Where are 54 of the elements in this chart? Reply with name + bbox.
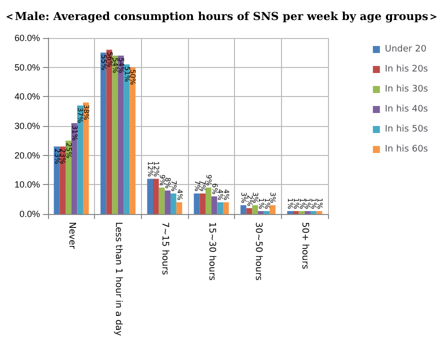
legend-label: In his 20s — [384, 64, 428, 74]
bar — [270, 205, 276, 214]
legend-label: In his 60s — [384, 144, 428, 154]
bar — [66, 140, 72, 214]
bar — [164, 190, 170, 214]
bar — [206, 188, 212, 214]
y-tick-label: 0.0% — [19, 208, 40, 219]
bar — [124, 64, 130, 214]
y-tick-label: 30.0% — [14, 121, 40, 131]
legend-label: In his 30s — [384, 84, 428, 94]
y-tick-label: 60.0% — [14, 33, 40, 43]
bar — [176, 202, 182, 214]
bar — [77, 105, 83, 214]
x-tick-label: Never — [66, 222, 76, 250]
bar — [246, 208, 252, 214]
x-tick-label: 30~50 hours — [253, 222, 263, 281]
x-tick-label: Less than 1 hour in a day — [113, 222, 123, 337]
legend-label: In his 40s — [384, 104, 428, 114]
bar — [258, 211, 264, 214]
bar — [153, 178, 159, 214]
bar — [211, 196, 218, 214]
bar — [83, 102, 89, 214]
bar — [200, 193, 206, 214]
bar — [112, 56, 118, 214]
x-tick-label: 7~15 hours — [160, 222, 170, 276]
chart-title: ＜Male: Averaged consumption hours of SNS per week by age groups＞ — [4, 10, 440, 23]
y-tick-label: 10.0% — [14, 180, 40, 190]
bar — [118, 56, 124, 214]
bar — [310, 211, 316, 214]
bar — [194, 193, 200, 214]
x-tick-label: 50+ hours — [300, 222, 310, 270]
bar — [298, 211, 305, 214]
bar — [240, 205, 246, 214]
bar — [158, 188, 165, 214]
x-tick-label: 15~30 hours — [206, 222, 216, 281]
y-tick-label: 40.0% — [14, 92, 40, 102]
bar — [147, 178, 153, 214]
bar — [304, 211, 310, 214]
bar — [60, 146, 66, 214]
bar — [293, 211, 299, 214]
bar — [264, 211, 270, 214]
bar — [106, 50, 112, 214]
bar — [170, 193, 176, 214]
bar — [100, 52, 106, 214]
bar — [287, 211, 293, 214]
bar — [217, 202, 223, 214]
legend-label: In his 50s — [384, 124, 428, 134]
bar — [130, 67, 136, 214]
bar — [252, 205, 258, 214]
legend-label: Under 20 — [384, 44, 427, 54]
bar — [223, 202, 229, 214]
y-tick-label: 50.0% — [14, 62, 40, 72]
y-tick-label: 20.0% — [14, 150, 40, 160]
bar — [316, 211, 322, 214]
